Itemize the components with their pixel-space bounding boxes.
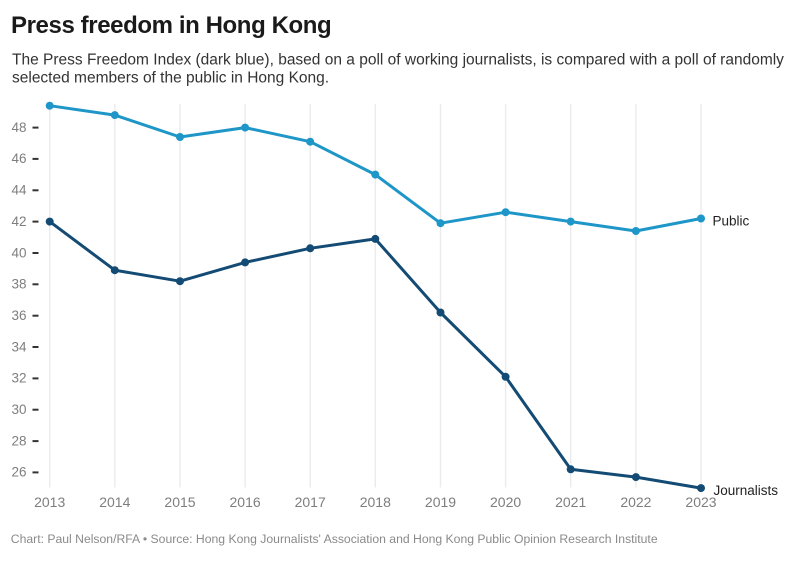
svg-text:40: 40 <box>11 245 26 260</box>
svg-text:Public: Public <box>713 214 750 229</box>
svg-text:26: 26 <box>11 465 26 480</box>
svg-text:48: 48 <box>11 120 26 135</box>
svg-text:42: 42 <box>11 214 26 229</box>
svg-text:34: 34 <box>11 339 27 354</box>
svg-text:2020: 2020 <box>490 494 521 510</box>
svg-text:2016: 2016 <box>230 494 261 510</box>
svg-text:30: 30 <box>11 402 26 417</box>
svg-text:44: 44 <box>11 183 27 198</box>
svg-text:46: 46 <box>11 151 26 166</box>
svg-text:selected members of the public: selected members of the public in Hong K… <box>12 70 329 87</box>
svg-text:2019: 2019 <box>425 494 456 510</box>
svg-text:2015: 2015 <box>164 494 195 510</box>
svg-text:Journalists: Journalists <box>714 483 779 498</box>
svg-text:Chart: Paul Nelson/RFA • Sourc: Chart: Paul Nelson/RFA • Source: Hong Ko… <box>11 532 658 546</box>
svg-text:2014: 2014 <box>99 494 130 510</box>
svg-text:32: 32 <box>11 371 26 386</box>
svg-text:2017: 2017 <box>295 494 326 510</box>
svg-text:36: 36 <box>11 308 26 323</box>
svg-text:2023: 2023 <box>685 494 716 510</box>
svg-text:Press freedom in Hong Kong: Press freedom in Hong Kong <box>11 12 331 39</box>
svg-text:2018: 2018 <box>360 494 391 510</box>
svg-text:2021: 2021 <box>555 494 586 510</box>
svg-text:28: 28 <box>11 433 26 448</box>
svg-text:2013: 2013 <box>34 494 65 510</box>
svg-text:38: 38 <box>11 277 26 292</box>
svg-text:The Press Freedom Index (dark: The Press Freedom Index (dark blue), bas… <box>12 52 784 69</box>
svg-text:2022: 2022 <box>620 494 651 510</box>
